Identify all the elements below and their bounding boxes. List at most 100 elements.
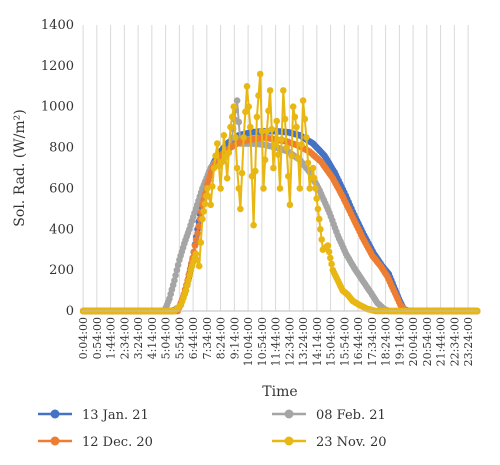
x-tick-label: 11:44:00: [270, 317, 283, 366]
data-point: [312, 185, 319, 192]
x-tick-label: 10:54:00: [256, 317, 269, 366]
x-tick-label: 3:24:00: [132, 317, 145, 359]
x-tick-label: 15:54:00: [338, 317, 351, 366]
x-tick-label: 20:04:00: [407, 317, 420, 366]
data-point: [270, 164, 277, 172]
x-axis-title: Time: [262, 384, 297, 400]
data-point: [255, 92, 262, 99]
data-point: [185, 277, 192, 284]
data-point: [225, 149, 233, 156]
series-line: [83, 73, 478, 312]
data-point: [324, 242, 332, 249]
data-point: [205, 193, 213, 200]
x-tick-label: 5:04:00: [160, 317, 173, 359]
data-point: [276, 185, 284, 192]
data-point: [285, 172, 292, 180]
data-point: [223, 174, 231, 182]
data-point: [266, 87, 274, 94]
data-point: [286, 201, 294, 209]
x-tick-label: 15:04:00: [325, 317, 338, 366]
legend: 13 Jan. 21 08 Feb. 21 12 Dec. 20 23 Nov. 20: [38, 408, 386, 450]
data-point: [232, 134, 239, 141]
data-point: [260, 185, 267, 192]
data-point: [214, 140, 221, 147]
data-point: [230, 103, 238, 110]
data-point: [298, 141, 305, 148]
series-3: [79, 70, 481, 315]
data-point: [281, 115, 289, 123]
data-point: [228, 113, 236, 121]
x-tick-label: 16:44:00: [352, 317, 365, 366]
data-point: [195, 262, 203, 270]
data-point: [209, 183, 216, 190]
data-point: [327, 254, 334, 262]
data-point: [248, 172, 256, 180]
data-point: [303, 134, 310, 141]
legend-label: 08 Feb. 21: [316, 408, 386, 423]
x-tick-label: 13:24:00: [297, 317, 310, 366]
data-point: [240, 134, 247, 141]
data-point: [293, 123, 300, 131]
data-point: [306, 185, 314, 192]
data-point: [328, 260, 335, 268]
data-point: [173, 266, 181, 274]
legend-item: 12 Dec. 20: [38, 435, 153, 450]
y-tick-labels: 0 200 400 600 800 1000 1200 1400: [41, 18, 74, 319]
data-point: [278, 136, 285, 143]
data-point: [318, 236, 326, 243]
y-tick-label: 800: [49, 141, 74, 156]
data-point: [317, 226, 324, 233]
data-point: [245, 103, 252, 110]
data-point: [237, 205, 244, 213]
x-tick-label: 5:54:00: [173, 317, 186, 359]
data-point: [313, 195, 321, 202]
data-point: [289, 103, 297, 110]
legend-label: 13 Jan. 21: [82, 408, 149, 423]
data-point: [235, 118, 243, 126]
x-tick-label: 10:04:00: [242, 317, 255, 366]
legend-swatch-marker: [284, 436, 294, 446]
x-tick-label: 20:54:00: [421, 317, 434, 366]
y-tick-label: 600: [49, 181, 74, 196]
data-point: [288, 152, 295, 159]
y-tick-label: 1000: [41, 100, 74, 115]
x-tick-label: 0:04:00: [77, 317, 90, 359]
data-point: [252, 167, 259, 175]
x-tick-labels: 0:04:00 0:54:00 1:44:00 2:34:00 3:24:00 4:14:…: [77, 317, 475, 366]
data-point: [201, 200, 209, 208]
data-point: [275, 151, 282, 158]
data-point: [212, 152, 219, 159]
data-point: [219, 158, 226, 166]
data-point: [233, 97, 241, 104]
data-point: [263, 127, 271, 135]
data-point: [171, 277, 178, 284]
y-tick-label: 1200: [41, 59, 74, 74]
x-tick-label: 6:44:00: [187, 317, 200, 359]
x-tick-label: 7:34:00: [201, 317, 214, 359]
data-point: [310, 174, 318, 182]
x-tick-label: 12:34:00: [283, 317, 296, 366]
data-point: [238, 169, 246, 177]
data-point: [235, 185, 243, 192]
series-layer: [79, 70, 481, 315]
data-point: [325, 248, 333, 256]
data-point: [273, 117, 281, 125]
y-tick-label: 1400: [41, 18, 74, 33]
x-tick-label: 18:24:00: [380, 317, 393, 366]
data-point: [256, 70, 264, 78]
legend-item: 08 Feb. 21: [272, 408, 386, 423]
legend-swatch-marker: [50, 436, 60, 446]
data-point: [243, 83, 251, 90]
data-point: [291, 113, 299, 121]
legend-item: 23 Nov. 20: [272, 435, 386, 450]
legend-label: 12 Dec. 20: [82, 435, 153, 450]
x-tick-label: 14:14:00: [311, 317, 324, 366]
x-tick-label: 23:24:00: [462, 317, 475, 366]
data-point: [194, 256, 201, 264]
legend-label: 23 Nov. 20: [316, 435, 386, 450]
y-axis-title: Sol. Rad. (W/m²): [12, 109, 28, 226]
data-point: [217, 185, 224, 192]
data-point: [265, 107, 272, 115]
data-point: [242, 108, 249, 116]
